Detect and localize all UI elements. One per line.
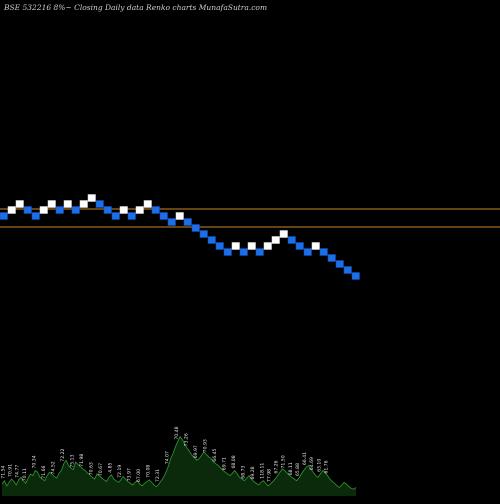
renko-brick-down [71,206,80,214]
volume-label: 73.26 [183,433,189,446]
renko-brick-up [271,236,280,244]
renko-brick-down [127,212,136,220]
renko-brick-down [111,212,120,220]
renko-brick-up [87,194,96,202]
renko-brick-down [343,266,352,274]
renko-brick-down [191,224,200,232]
volume-label: 66.41 [302,452,308,465]
volume-label: 69.71 [221,457,227,470]
renko-brick-down [215,242,224,250]
renko-brick-down [335,260,344,268]
volume-area [2,436,356,496]
volume-label: 72.31 [155,469,161,482]
renko-brick-down [167,218,176,226]
renko-brick-down [31,212,40,220]
volume-line [1,435,357,490]
volume-label: 61.76 [323,460,329,473]
volume-label: 70.91 [8,464,14,477]
volume-label: 74.52 [50,461,56,474]
volume-label: 71.50 [281,455,287,468]
renko-brick-down [303,248,312,256]
volume-label: 68.73 [240,465,246,478]
renko-brick-down [207,236,216,244]
volume-label: 70.08 [145,465,151,478]
renko-brick-up [311,242,320,250]
renko-brick-down [23,206,32,214]
renko-brick-up [143,200,152,208]
renko-brick-up [7,206,16,214]
volume-label: 66.45 [212,448,218,461]
renko-brick-down [223,248,232,256]
volume-label: 72.22 [60,448,66,461]
volume-label: 70.48 [174,426,180,439]
volume-label: 71.66 [41,465,47,478]
renko-brick-up [79,200,88,208]
volume-label: 70.11 [22,468,28,481]
renko-brick-down [255,248,264,256]
volume-label: 74.07 [164,451,170,464]
volume-label: 70.93 [202,439,208,452]
renko-brick-down [103,206,112,214]
volume-label: 70.63 [88,462,94,475]
volume-label: 71.98 [79,454,85,467]
volume-label: 75.13 [69,454,75,467]
chart-title: BSE 532216 8%~ Closing Daily data Renko … [4,3,268,12]
volume-label: 118.11 [259,463,265,479]
volume-label: 72.19 [117,465,123,478]
renko-brick-down [0,212,8,220]
volume-label: 70.34 [31,455,37,468]
volume-label: 70.67 [98,463,104,476]
volume-label: 68.08 [231,455,237,468]
volume-label: 67.00 [136,469,142,482]
renko-brick-down [151,206,160,214]
volume-label: 69.28 [250,466,256,479]
volume-label: 69.97 [193,445,199,458]
volume-label: 74.77 [15,465,21,478]
renko-brick-up [47,200,56,208]
renko-brick-down [295,242,304,250]
renko-brick-down [327,254,336,262]
renko-brick-down [199,230,208,238]
renko-brick-up [279,230,288,238]
renko-brick-down [319,248,328,256]
renko-brick-up [63,200,72,208]
renko-brick-up [39,206,48,214]
renko-brick-up [119,206,128,214]
volume-label: 67.26 [274,460,280,473]
renko-brick-up [15,200,24,208]
renko-brick-down [159,212,168,220]
renko-brick-down [287,236,296,244]
volume-label: 71.54 [0,465,6,478]
volume-label: 4.85 [107,462,113,472]
volume-label: 77.98 [266,469,272,482]
renko-brick-down [55,206,64,214]
renko-brick-up [231,242,240,250]
volume-label: 68.11 [288,462,294,475]
renko-brick-down [239,248,248,256]
renko-brick-down [183,218,192,226]
volume-label: 65.88 [295,463,301,476]
volume-label: 73.97 [126,468,132,481]
renko-brick-down [95,200,104,208]
renko-brick-up [175,212,184,220]
renko-brick-up [135,206,144,214]
renko-brick-up [263,242,272,250]
renko-brick-up [247,242,256,250]
renko-brick-down [351,272,360,280]
volume-label: 63.10 [316,459,322,472]
volume-label: 64.69 [309,457,315,470]
